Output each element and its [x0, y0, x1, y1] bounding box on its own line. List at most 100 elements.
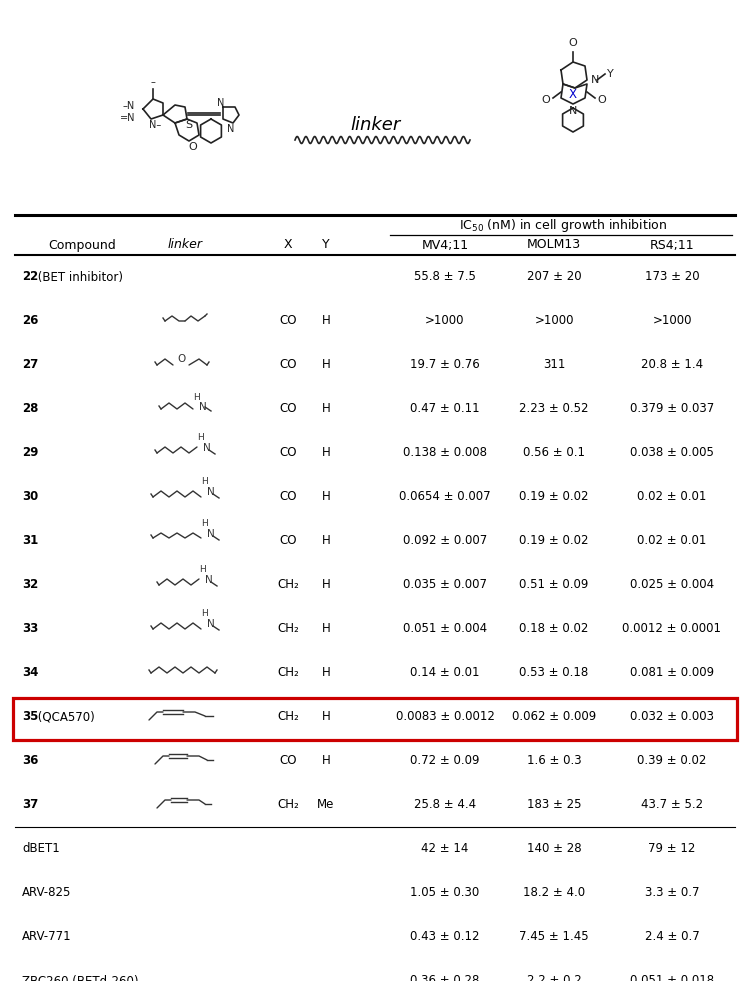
Text: IC$_{50}$ (nM) in cell growth inhibition: IC$_{50}$ (nM) in cell growth inhibition [460, 217, 668, 233]
Text: N: N [207, 529, 214, 539]
Text: CO: CO [279, 402, 297, 416]
Text: O: O [568, 38, 578, 48]
Text: H: H [202, 609, 208, 618]
Text: N: N [205, 575, 213, 585]
Text: (BET inhibitor): (BET inhibitor) [34, 271, 124, 284]
Text: 28: 28 [22, 402, 38, 416]
Text: 79 ± 12: 79 ± 12 [648, 843, 696, 855]
Text: 2.2 ± 0.2: 2.2 ± 0.2 [526, 974, 581, 981]
Text: 0.72 ± 0.09: 0.72 ± 0.09 [410, 754, 480, 767]
Text: H: H [322, 579, 330, 592]
Text: CO: CO [279, 754, 297, 767]
Text: 36: 36 [22, 754, 38, 767]
Text: N: N [207, 619, 214, 629]
Text: 311: 311 [543, 358, 566, 372]
Text: 173 ± 20: 173 ± 20 [645, 271, 699, 284]
Text: O: O [597, 95, 606, 105]
Text: N: N [199, 402, 207, 412]
Text: 19.7 ± 0.76: 19.7 ± 0.76 [410, 358, 480, 372]
Text: 0.025 ± 0.004: 0.025 ± 0.004 [630, 579, 714, 592]
Text: linker: linker [167, 238, 202, 251]
Text: (QCA570): (QCA570) [34, 710, 95, 724]
Text: 33: 33 [22, 623, 38, 636]
Bar [13, 698, 737, 740]
Text: CO: CO [279, 490, 297, 503]
Text: 35: 35 [22, 710, 38, 724]
Text: CO: CO [279, 535, 297, 547]
Text: 0.038 ± 0.005: 0.038 ± 0.005 [630, 446, 714, 459]
Text: 26: 26 [22, 315, 38, 328]
Text: 0.092 ± 0.007: 0.092 ± 0.007 [403, 535, 488, 547]
Text: >1000: >1000 [425, 315, 465, 328]
Text: H: H [322, 315, 330, 328]
Text: 18.2 ± 4.0: 18.2 ± 4.0 [523, 887, 585, 900]
Text: 0.02 ± 0.01: 0.02 ± 0.01 [638, 490, 706, 503]
Text: H: H [202, 519, 208, 528]
Text: N: N [568, 106, 578, 116]
Text: 31: 31 [22, 535, 38, 547]
Text: H: H [194, 393, 200, 402]
Text: N: N [203, 443, 211, 453]
Text: MV4;11: MV4;11 [422, 238, 469, 251]
Text: N: N [207, 487, 214, 497]
Text: MOLM13: MOLM13 [527, 238, 581, 251]
Text: H: H [322, 446, 330, 459]
Text: CO: CO [279, 446, 297, 459]
Text: 2.4 ± 0.7: 2.4 ± 0.7 [644, 931, 699, 944]
Text: ARV-825: ARV-825 [22, 887, 71, 900]
Text: 43.7 ± 5.2: 43.7 ± 5.2 [641, 799, 703, 811]
Text: 7.45 ± 1.45: 7.45 ± 1.45 [519, 931, 589, 944]
Text: Me: Me [317, 799, 334, 811]
Text: 0.14 ± 0.01: 0.14 ± 0.01 [410, 666, 480, 680]
Text: 0.19 ± 0.02: 0.19 ± 0.02 [519, 490, 589, 503]
Text: X: X [284, 238, 292, 251]
Text: 32: 32 [22, 579, 38, 592]
Text: CH₂: CH₂ [278, 799, 298, 811]
Text: Y: Y [322, 238, 330, 251]
Text: CH₂: CH₂ [278, 623, 298, 636]
Text: 0.51 ± 0.09: 0.51 ± 0.09 [519, 579, 589, 592]
Text: N–: N– [148, 120, 161, 130]
Text: >1000: >1000 [652, 315, 692, 328]
Text: 0.138 ± 0.008: 0.138 ± 0.008 [403, 446, 487, 459]
Text: 0.0654 ± 0.007: 0.0654 ± 0.007 [399, 490, 490, 503]
Text: Y: Y [607, 69, 613, 79]
Text: 0.081 ± 0.009: 0.081 ± 0.009 [630, 666, 714, 680]
Text: 0.0083 ± 0.0012: 0.0083 ± 0.0012 [395, 710, 494, 724]
Text: O: O [177, 354, 185, 364]
Text: H: H [322, 666, 330, 680]
Text: 2.23 ± 0.52: 2.23 ± 0.52 [519, 402, 589, 416]
Text: H: H [200, 565, 206, 574]
Text: 0.032 ± 0.003: 0.032 ± 0.003 [630, 710, 714, 724]
Text: 0.43 ± 0.12: 0.43 ± 0.12 [410, 931, 480, 944]
Text: 30: 30 [22, 490, 38, 503]
Text: 0.379 ± 0.037: 0.379 ± 0.037 [630, 402, 714, 416]
Text: 42 ± 14: 42 ± 14 [422, 843, 469, 855]
Text: H: H [322, 535, 330, 547]
Text: dBET1: dBET1 [22, 843, 60, 855]
Text: 29: 29 [22, 446, 38, 459]
Text: ZBC260 (BETd-260): ZBC260 (BETd-260) [22, 974, 139, 981]
Text: CH₂: CH₂ [278, 666, 298, 680]
Text: H: H [322, 623, 330, 636]
Text: 27: 27 [22, 358, 38, 372]
Text: 207 ± 20: 207 ± 20 [526, 271, 581, 284]
Text: 0.39 ± 0.02: 0.39 ± 0.02 [638, 754, 706, 767]
Text: H: H [322, 358, 330, 372]
Text: 25.8 ± 4.4: 25.8 ± 4.4 [414, 799, 476, 811]
Text: CH₂: CH₂ [278, 710, 298, 724]
Text: 37: 37 [22, 799, 38, 811]
Text: 0.56 ± 0.1: 0.56 ± 0.1 [523, 446, 585, 459]
Text: ARV-771: ARV-771 [22, 931, 72, 944]
Text: 0.19 ± 0.02: 0.19 ± 0.02 [519, 535, 589, 547]
Text: –N: –N [123, 101, 135, 111]
Text: =N: =N [119, 113, 135, 123]
Text: 140 ± 28: 140 ± 28 [526, 843, 581, 855]
Text: 0.47 ± 0.11: 0.47 ± 0.11 [410, 402, 480, 416]
Text: 0.062 ± 0.009: 0.062 ± 0.009 [512, 710, 596, 724]
Text: 22: 22 [22, 271, 38, 284]
Text: N: N [591, 75, 599, 85]
Text: 0.0012 ± 0.0001: 0.0012 ± 0.0001 [622, 623, 722, 636]
Text: H: H [202, 477, 208, 486]
Text: H: H [322, 710, 330, 724]
